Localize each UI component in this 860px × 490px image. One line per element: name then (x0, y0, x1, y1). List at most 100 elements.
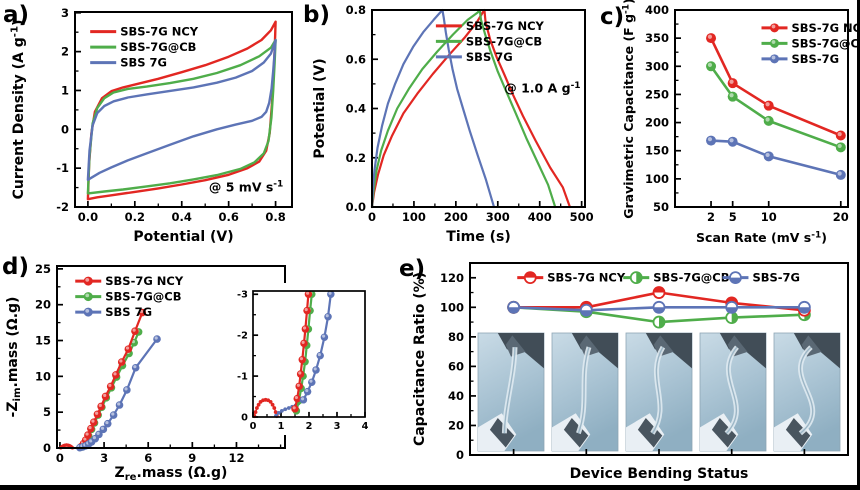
svg-text:200: 200 (444, 210, 468, 224)
series-SBS-7G@CB (370, 8, 557, 209)
svg-text:Potential (V): Potential (V) (312, 58, 328, 158)
axes: 2 5 10 20 50 100 150 200 250 300 350 400 (645, 3, 849, 224)
svg-text:3: 3 (100, 451, 108, 465)
svg-text:60: 60 (448, 359, 464, 373)
svg-text:3: 3 (334, 421, 341, 432)
svg-text:15: 15 (35, 334, 51, 348)
svg-text:100: 100 (440, 300, 464, 314)
svg-text:SBS-7G@CB: SBS-7G@CB (120, 40, 196, 54)
svg-text:2: 2 (306, 421, 313, 432)
svg-text:4: 4 (362, 421, 369, 432)
svg-text:0: 0 (368, 210, 376, 224)
svg-text:Current Density (A g-1): Current Density (A g-1) (10, 20, 27, 200)
svg-text:-1: -1 (237, 372, 248, 383)
svg-text:120: 120 (440, 271, 464, 285)
svg-text:-2: -2 (237, 331, 248, 342)
svg-text:@ 5 mV s-1: @ 5 mV s-1 (209, 179, 283, 194)
svg-text:SBS-7G NCY: SBS-7G NCY (547, 271, 626, 285)
svg-text:0: 0 (43, 441, 51, 455)
svg-text:80: 80 (448, 330, 464, 344)
svg-text:400: 400 (645, 3, 669, 17)
series-SBS 7G (76, 335, 161, 452)
panel-d-label: d) (2, 254, 29, 280)
svg-text:2: 2 (61, 45, 69, 59)
svg-text:Time (s): Time (s) (446, 229, 510, 245)
series-SBS-7G NCY (291, 290, 313, 413)
series-SBS 7G (370, 8, 496, 209)
svg-text:0.2: 0.2 (125, 210, 145, 224)
svg-text:20: 20 (35, 298, 51, 312)
svg-text:9: 9 (188, 451, 196, 465)
series-SBS-7G@CB (706, 61, 846, 153)
svg-text:@ 1.0 A g-1: @ 1.0 A g-1 (504, 81, 580, 96)
svg-text:Scan Rate (mV s-1): Scan Rate (mV s-1) (696, 230, 827, 245)
svg-text:6: 6 (144, 451, 152, 465)
svg-text:100: 100 (402, 210, 426, 224)
svg-text:40: 40 (448, 389, 464, 403)
svg-text:-1: -1 (56, 161, 69, 175)
svg-text:250: 250 (645, 87, 669, 101)
svg-text:0: 0 (61, 122, 69, 136)
svg-text:SBS-7G NCY: SBS-7G NCY (792, 21, 860, 35)
bending-photo-flat (477, 332, 545, 452)
svg-text:0: 0 (56, 451, 64, 465)
svg-text:0.0: 0.0 (78, 210, 98, 224)
svg-text:SBS 7G: SBS 7G (466, 50, 513, 64)
svg-text:0.4: 0.4 (172, 210, 192, 224)
series-SBS-7G NCY (86, 20, 277, 201)
svg-text:20: 20 (448, 419, 464, 433)
svg-text:0: 0 (241, 412, 248, 423)
svg-text:Capacitance Ratio (%): Capacitance Ratio (%) (412, 272, 428, 446)
svg-text:SBS-7G@CB: SBS-7G@CB (792, 36, 860, 50)
svg-text:0.8: 0.8 (346, 3, 366, 17)
panel-a-label: a) (3, 2, 30, 28)
svg-text:5: 5 (729, 210, 737, 224)
svg-text:20: 20 (833, 210, 849, 224)
axes: 0 100 200 300 400 500 0.0 0.2 0.4 0.6 0.8 (346, 3, 594, 224)
svg-text:12: 12 (228, 451, 244, 465)
svg-text:Zre.mass (Ω.g): Zre.mass (Ω.g) (115, 465, 228, 483)
svg-text:0.6: 0.6 (219, 210, 239, 224)
legend: SBS-7G NCY SBS-7G@CB SBS-7G (517, 271, 800, 285)
series-SBS-7G NCY (77, 308, 147, 451)
svg-text:200: 200 (645, 116, 669, 130)
chart-e-bending-stability: 0 20 40 60 80 100 120 Device Bending Status Capa… (412, 262, 849, 482)
series-SBS-7G (706, 135, 846, 180)
svg-text:500: 500 (570, 210, 594, 224)
svg-text:Device Bending Status: Device Bending Status (570, 466, 749, 482)
svg-text:100: 100 (645, 172, 669, 186)
svg-text:0.2: 0.2 (346, 151, 366, 165)
svg-text:2: 2 (707, 210, 715, 224)
svg-text:150: 150 (645, 144, 669, 158)
bending-photo-moderate (625, 332, 693, 452)
chart-d-nyquist-inset: 0 1 2 3 4 0 -1 -2 -3 (227, 283, 373, 435)
series-SBS 7G (86, 38, 277, 181)
svg-text:SBS 7G: SBS 7G (105, 305, 152, 319)
svg-text:5: 5 (43, 405, 51, 419)
svg-text:SBS-7G NCY: SBS-7G NCY (120, 25, 199, 39)
svg-text:SBS-7G: SBS-7G (752, 271, 800, 285)
chart-c-rate-capacitance: 2 5 10 20 50 100 150 200 250 300 350 400 Scan Rate (… (621, 0, 860, 245)
series-SBS 7G (299, 290, 335, 404)
svg-text:1: 1 (278, 421, 285, 432)
svg-text:0: 0 (250, 421, 257, 432)
bending-photo-slight (551, 332, 619, 452)
svg-text:SBS 7G: SBS 7G (120, 56, 167, 70)
series-SBS-7G NCY (370, 8, 571, 209)
panel-e-label: e) (399, 256, 426, 282)
series-SBS-7G NCY (706, 33, 846, 141)
svg-text:Gravimetric Capacitance (F g-1: Gravimetric Capacitance (F g-1) (621, 0, 636, 219)
svg-text:50: 50 (653, 200, 669, 214)
svg-text:0.0: 0.0 (346, 200, 366, 214)
svg-text:350: 350 (645, 31, 669, 45)
svg-text:-Zim.mass (Ω.g): -Zim.mass (Ω.g) (5, 297, 23, 418)
bending-photo-strong (699, 332, 767, 452)
svg-text:3: 3 (61, 6, 69, 20)
svg-text:25: 25 (35, 262, 51, 276)
svg-text:-2: -2 (56, 200, 69, 214)
